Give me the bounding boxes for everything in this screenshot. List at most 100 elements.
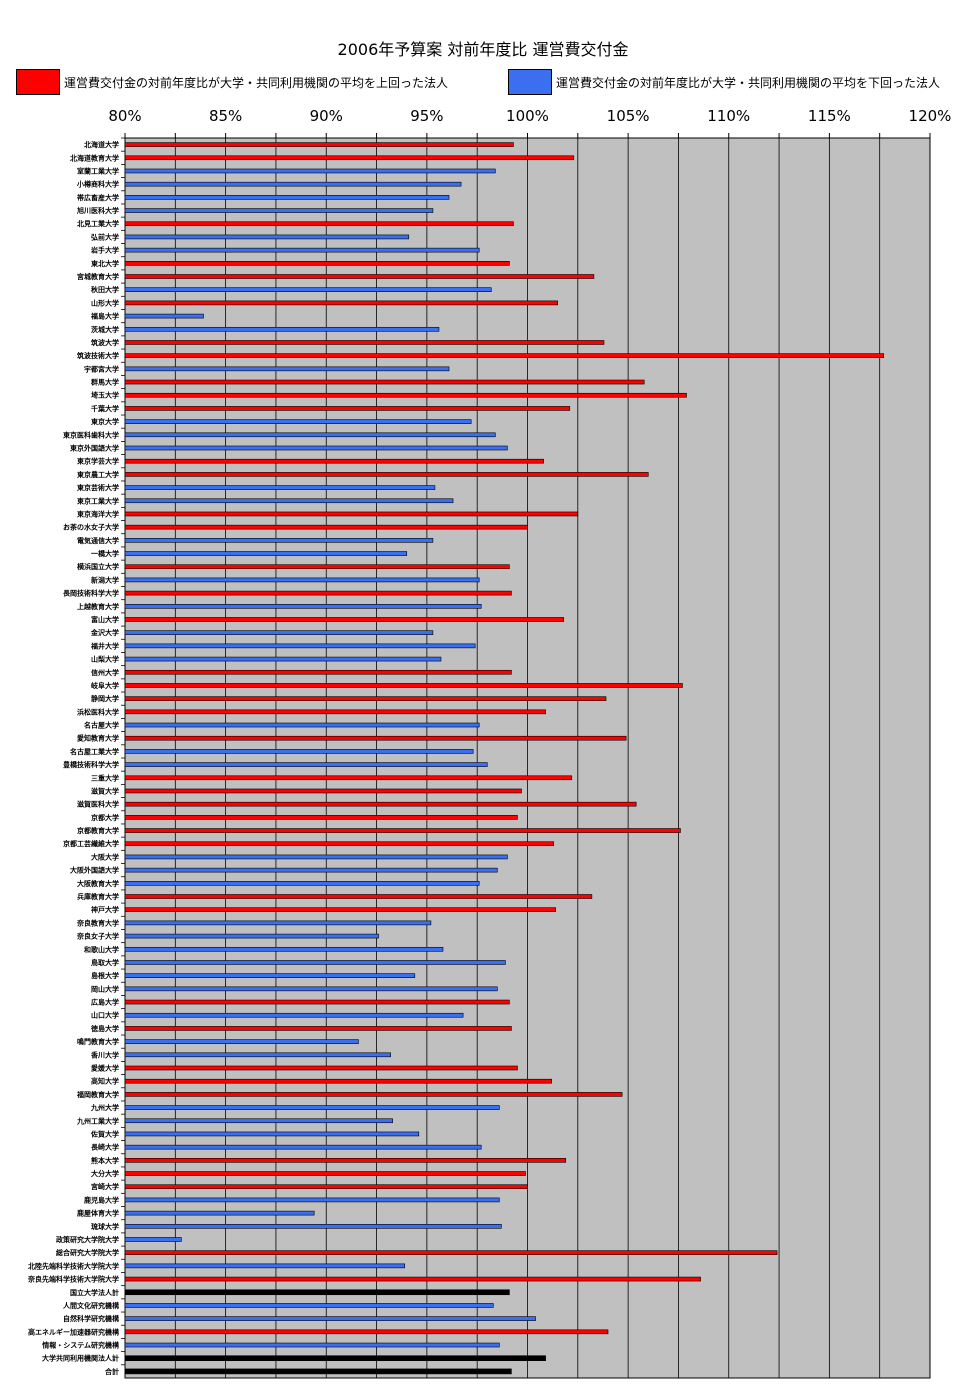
bar — [124, 1158, 567, 1163]
category-label: 国立大学法人計 — [70, 1288, 119, 1297]
bar — [124, 181, 462, 187]
category-label: 浜松医科大学 — [77, 707, 119, 716]
category-label: 大阪外国語大学 — [70, 866, 119, 875]
x-tick-label: 80% — [108, 107, 141, 125]
bar — [124, 841, 554, 847]
bar — [124, 1303, 494, 1308]
category-label: 滋賀医科大学 — [77, 800, 119, 809]
bar — [124, 406, 571, 411]
bar — [124, 498, 454, 504]
x-tick-label: 90% — [310, 107, 343, 125]
bar — [124, 313, 204, 319]
x-tick-label: 105% — [607, 107, 650, 125]
category-label: 京都教育大学 — [77, 826, 119, 835]
category-label: 千葉大学 — [91, 404, 119, 413]
category-label: 北陸先端科学技術大学院大学 — [28, 1261, 119, 1270]
bar — [124, 1144, 482, 1150]
category-label: 金沢大学 — [90, 628, 119, 637]
category-label: 山梨大学 — [91, 655, 119, 664]
category-label: 大学共同利用機関法人計 — [42, 1354, 119, 1363]
bar — [124, 828, 681, 833]
bar — [124, 1329, 609, 1335]
category-label: 東京工業大学 — [77, 496, 119, 505]
category-label: 旭川医科大学 — [76, 206, 119, 215]
category-label: 大阪教育大学 — [77, 879, 119, 888]
category-label: 自然科学研究機構 — [63, 1314, 119, 1323]
bar — [124, 1118, 393, 1124]
category-label: 滋賀大学 — [91, 786, 119, 795]
bar — [124, 1289, 510, 1296]
bar — [124, 960, 506, 965]
bar — [124, 749, 474, 754]
bar — [124, 1342, 500, 1348]
bar — [124, 445, 508, 451]
category-label: 福井大学 — [90, 641, 119, 650]
category-label: 新潟大学 — [91, 575, 119, 584]
category-label: 岩手大学 — [90, 246, 119, 255]
category-label: 東京学芸大学 — [77, 457, 119, 466]
category-label: 島根大学 — [91, 971, 119, 980]
bar — [124, 1078, 552, 1084]
category-label: 香川大学 — [90, 1050, 119, 1059]
category-label: 鹿屋体育大学 — [77, 1209, 119, 1218]
category-label: 横浜国立大学 — [77, 562, 119, 571]
bar — [124, 1171, 526, 1176]
category-label: 室蘭工業大学 — [77, 166, 119, 175]
bar — [124, 801, 637, 807]
bar — [124, 986, 498, 992]
legend-label-below: 運営費交付金の対前年度比が大学・共同利用機関の平均を下回った法人 — [556, 75, 941, 90]
bar — [124, 815, 518, 820]
category-label: 名古屋大学 — [84, 721, 119, 730]
bar — [124, 603, 482, 609]
category-label: 宮城教育大学 — [77, 272, 119, 281]
category-label: 神戸大学 — [91, 905, 119, 914]
bar — [124, 1237, 182, 1242]
bar — [124, 326, 440, 332]
bar — [124, 683, 683, 688]
category-label: 高知大学 — [91, 1077, 119, 1086]
category-label: 兵庫教育大学 — [77, 892, 119, 901]
bar — [124, 472, 649, 477]
category-label: 筑波技術大学 — [77, 351, 119, 360]
bar — [124, 287, 492, 293]
category-label: 北見工業大学 — [77, 219, 119, 228]
category-label: 合計 — [104, 1367, 119, 1376]
bar — [124, 1210, 315, 1216]
category-label: 鳴門教育大学 — [77, 1037, 119, 1046]
bar — [124, 208, 434, 213]
category-label: 徳島大学 — [90, 1024, 119, 1033]
category-label: 東京大学 — [91, 417, 119, 426]
bar — [124, 1263, 406, 1269]
bar — [124, 458, 544, 464]
bar — [124, 392, 687, 398]
bar — [124, 1276, 701, 1282]
category-label: 長崎大学 — [91, 1143, 119, 1152]
category-label: 弘前大学 — [91, 232, 119, 241]
category-label: 琉球大学 — [91, 1222, 119, 1231]
bar — [124, 234, 410, 240]
category-label: 広島大学 — [91, 998, 119, 1007]
bar — [124, 1223, 502, 1229]
legend-swatch-above — [16, 69, 60, 95]
bar — [124, 617, 565, 622]
bar — [124, 195, 450, 200]
category-label: 奈良教育大学 — [76, 918, 119, 927]
bar — [124, 946, 444, 952]
bar — [124, 1316, 536, 1321]
bar — [124, 643, 476, 649]
bar — [124, 709, 546, 715]
bar — [124, 1039, 359, 1044]
x-tick-label: 120% — [909, 107, 952, 125]
category-label: 高エネルギー加速器研究機構 — [28, 1327, 119, 1336]
category-label: 愛媛大学 — [91, 1064, 119, 1073]
bar — [124, 221, 514, 227]
bar — [124, 854, 508, 860]
category-label: 東北大学 — [91, 259, 119, 268]
bar — [124, 511, 579, 517]
chart-title: 2006年予算案 対前年度比 運営費交付金 — [337, 40, 629, 59]
category-label: 秋田大学 — [91, 285, 119, 294]
bar — [124, 300, 558, 306]
bar — [124, 366, 450, 372]
category-label: 熊本大学 — [91, 1156, 119, 1165]
category-label: 山形大学 — [91, 298, 119, 307]
